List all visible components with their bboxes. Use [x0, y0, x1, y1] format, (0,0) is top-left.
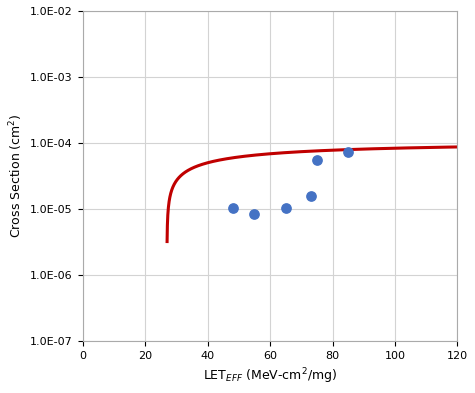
- Point: [251, 211, 258, 217]
- Point: [229, 204, 237, 211]
- Point: [282, 204, 289, 211]
- Point: [344, 149, 352, 156]
- Y-axis label: Cross Section (cm$^2$): Cross Section (cm$^2$): [7, 114, 25, 239]
- Point: [313, 157, 321, 163]
- Point: [307, 193, 314, 199]
- X-axis label: LET$_{EFF}$ (MeV-cm$^2$/mg): LET$_{EFF}$ (MeV-cm$^2$/mg): [203, 366, 337, 386]
